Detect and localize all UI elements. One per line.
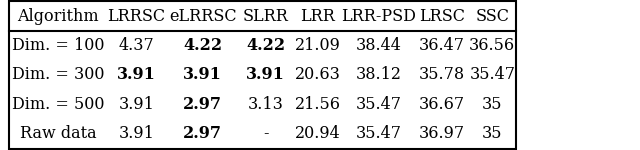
- Text: 3.91: 3.91: [118, 125, 155, 142]
- Text: 35.47: 35.47: [469, 66, 515, 84]
- Text: 21.09: 21.09: [294, 37, 340, 54]
- Text: -: -: [263, 125, 268, 142]
- Text: Dim. = 300: Dim. = 300: [12, 66, 104, 84]
- Text: 35: 35: [482, 125, 502, 142]
- Text: 2.97: 2.97: [183, 96, 222, 113]
- Text: 35.47: 35.47: [356, 125, 402, 142]
- Text: SLRR: SLRR: [243, 8, 289, 25]
- Text: 2.97: 2.97: [183, 125, 222, 142]
- Text: 4.37: 4.37: [119, 37, 154, 54]
- Text: 38.12: 38.12: [356, 66, 402, 84]
- Text: Algorithm: Algorithm: [17, 8, 99, 25]
- Text: 3.91: 3.91: [118, 96, 155, 113]
- Text: 36.47: 36.47: [419, 37, 465, 54]
- Text: 3.91: 3.91: [246, 66, 285, 84]
- Text: LRR-PSD: LRR-PSD: [342, 8, 417, 25]
- Text: 3.91: 3.91: [117, 66, 156, 84]
- Text: Dim. = 500: Dim. = 500: [12, 96, 104, 113]
- Bar: [9, 1, 516, 149]
- Text: 36.97: 36.97: [419, 125, 465, 142]
- Text: LRSC: LRSC: [419, 8, 465, 25]
- Text: 35: 35: [482, 96, 502, 113]
- Text: LRR: LRR: [300, 8, 335, 25]
- Text: 38.44: 38.44: [356, 37, 402, 54]
- Text: SSC: SSC: [476, 8, 509, 25]
- Text: 21.56: 21.56: [294, 96, 340, 113]
- Text: 36.67: 36.67: [419, 96, 465, 113]
- Text: 35.47: 35.47: [356, 96, 402, 113]
- Text: 20.94: 20.94: [295, 125, 340, 142]
- Text: eLRRSC: eLRRSC: [169, 8, 237, 25]
- Text: 20.63: 20.63: [294, 66, 340, 84]
- Text: 4.22: 4.22: [246, 37, 285, 54]
- Text: 3.13: 3.13: [248, 96, 284, 113]
- Text: Raw data: Raw data: [20, 125, 96, 142]
- Text: 3.91: 3.91: [183, 66, 222, 84]
- Text: 4.22: 4.22: [183, 37, 222, 54]
- Text: Dim. = 100: Dim. = 100: [12, 37, 104, 54]
- Text: LRRSC: LRRSC: [108, 8, 166, 25]
- Text: 35.78: 35.78: [419, 66, 465, 84]
- Text: 36.56: 36.56: [469, 37, 515, 54]
